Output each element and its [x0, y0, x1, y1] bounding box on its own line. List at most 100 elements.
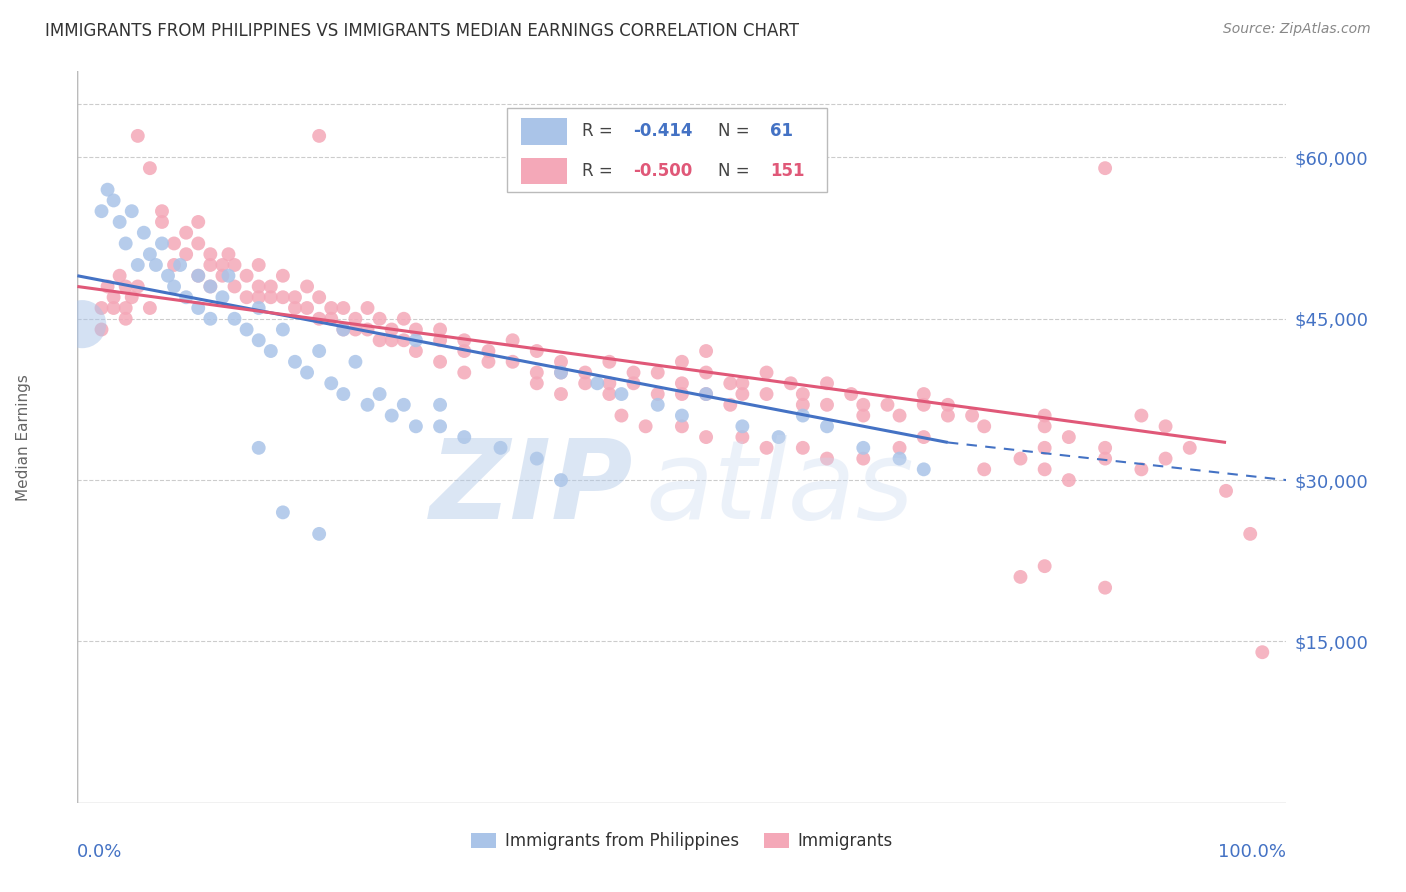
Point [405, 344, 427, 359]
Point [1154, 419, 1177, 434]
Point [187, 301, 209, 315]
Point [453, 333, 475, 347]
Point [150, 215, 173, 229]
Point [108, 268, 131, 283]
Point [671, 409, 693, 423]
Point [429, 398, 451, 412]
Point [114, 236, 136, 251]
Point [453, 344, 475, 359]
Point [815, 419, 838, 434]
FancyBboxPatch shape [506, 108, 827, 192]
Point [247, 258, 270, 272]
Point [200, 247, 222, 261]
Point [405, 333, 427, 347]
Point [247, 301, 270, 315]
Point [755, 387, 778, 401]
Point [695, 344, 717, 359]
Point [308, 290, 330, 304]
Point [960, 409, 983, 423]
Point [429, 419, 451, 434]
Point [550, 355, 572, 369]
Point [284, 301, 307, 315]
Text: -0.500: -0.500 [634, 162, 693, 180]
Point [598, 355, 620, 369]
Point [381, 322, 404, 336]
Point [1010, 570, 1032, 584]
Point [163, 236, 186, 251]
Point [200, 279, 222, 293]
Point [139, 301, 162, 315]
Point [671, 376, 693, 391]
Point [218, 247, 240, 261]
Point [103, 194, 125, 208]
Point [731, 419, 754, 434]
Point [912, 462, 935, 476]
Point [200, 279, 222, 293]
Point [174, 226, 197, 240]
Point [96, 279, 118, 293]
Point [429, 355, 451, 369]
Point [973, 462, 995, 476]
FancyBboxPatch shape [522, 158, 567, 184]
Point [429, 333, 451, 347]
Point [1130, 409, 1153, 423]
Point [150, 204, 173, 219]
Point [1094, 451, 1116, 466]
Point [839, 387, 862, 401]
Point [96, 183, 118, 197]
Text: N =: N = [718, 122, 749, 140]
Point [1094, 161, 1116, 176]
Point [271, 505, 294, 519]
Text: 100.0%: 100.0% [1219, 843, 1286, 861]
Point [211, 290, 233, 304]
Point [1033, 409, 1056, 423]
Text: R =: R = [582, 162, 612, 180]
Point [187, 268, 209, 283]
Point [755, 366, 778, 380]
Point [574, 366, 596, 380]
Point [235, 322, 257, 336]
Point [852, 398, 875, 412]
Point [623, 376, 645, 391]
Point [405, 419, 427, 434]
Point [157, 268, 180, 283]
Text: R =: R = [582, 122, 612, 140]
Point [768, 430, 790, 444]
Point [695, 366, 717, 380]
Point [187, 236, 209, 251]
Point [332, 322, 354, 336]
Text: Source: ZipAtlas.com: Source: ZipAtlas.com [1223, 22, 1371, 37]
Point [550, 387, 572, 401]
Point [121, 290, 143, 304]
Point [187, 268, 209, 283]
Point [671, 355, 693, 369]
Point [235, 290, 257, 304]
Point [169, 258, 191, 272]
Point [127, 128, 149, 143]
Point [392, 398, 415, 412]
Point [132, 226, 155, 240]
Point [392, 333, 415, 347]
Point [526, 366, 548, 380]
Point [502, 355, 524, 369]
Point [453, 430, 475, 444]
Point [453, 366, 475, 380]
Text: atlas: atlas [645, 434, 914, 541]
Point [103, 290, 125, 304]
Point [912, 430, 935, 444]
Point [852, 409, 875, 423]
Point [260, 344, 283, 359]
Point [321, 311, 343, 326]
Point [852, 451, 875, 466]
Point [332, 387, 354, 401]
Point [145, 258, 167, 272]
Point [550, 366, 572, 380]
Point [1033, 441, 1056, 455]
Point [755, 441, 778, 455]
Point [623, 366, 645, 380]
Point [368, 333, 391, 347]
Point [815, 398, 838, 412]
Point [284, 355, 307, 369]
Point [671, 387, 693, 401]
Point [598, 376, 620, 391]
